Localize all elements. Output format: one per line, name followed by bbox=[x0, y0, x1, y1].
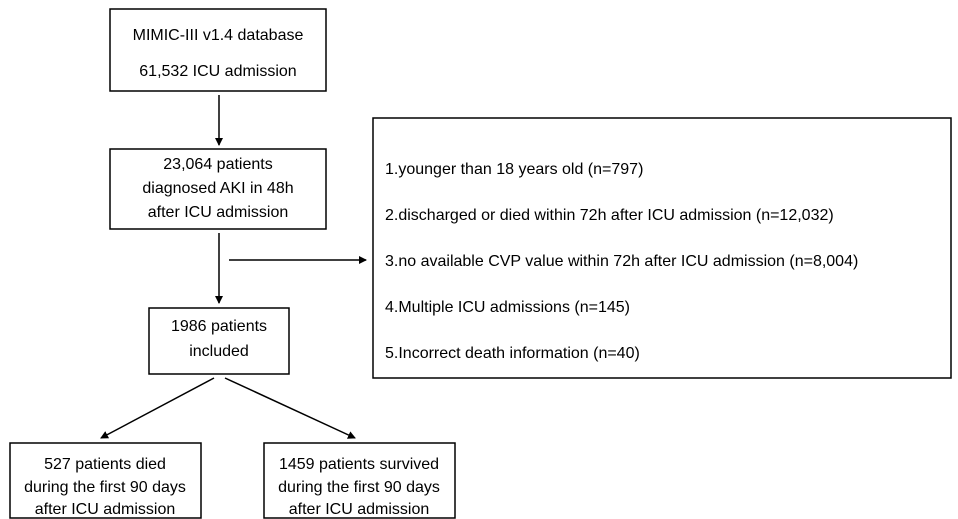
node-label: 1459 patients survived bbox=[279, 456, 439, 473]
node-label: diagnosed AKI in 48h bbox=[142, 180, 293, 197]
exclusion-item: 4.Multiple ICU admissions (n=145) bbox=[385, 299, 630, 316]
exclusion-box bbox=[372, 117, 952, 379]
node-box bbox=[263, 442, 456, 519]
node-label: included bbox=[189, 343, 249, 360]
node-label: 23,064 patients bbox=[163, 156, 272, 173]
exclusion-item: 5.Incorrect death information (n=40) bbox=[385, 345, 640, 362]
node-label: after ICU admission bbox=[35, 501, 176, 518]
node-label: during the first 90 days bbox=[24, 479, 186, 496]
node-label: after ICU admission bbox=[148, 204, 289, 221]
node-box bbox=[109, 8, 327, 92]
node-label: 527 patients died bbox=[44, 456, 166, 473]
exclusion-item: 1.younger than 18 years old (n=797) bbox=[385, 161, 643, 178]
node-box bbox=[9, 442, 202, 519]
exclusion-item: 3.no available CVP value within 72h afte… bbox=[385, 253, 858, 270]
labels: MIMIC-III v1.4 database 61,532 ICU admiss… bbox=[24, 27, 858, 518]
node-label: 1986 patients bbox=[171, 318, 267, 335]
arrow bbox=[224, 377, 356, 439]
node-label: after ICU admission bbox=[289, 501, 430, 518]
node-label: 61,532 ICU admission bbox=[139, 63, 296, 80]
node-box bbox=[148, 307, 290, 375]
node-label: during the first 90 days bbox=[278, 479, 440, 496]
node-label: MIMIC-III v1.4 database bbox=[133, 27, 304, 44]
arrow bbox=[100, 377, 215, 439]
node-box bbox=[109, 148, 327, 230]
exclusion-item: 2.discharged or died within 72h after IC… bbox=[385, 207, 834, 224]
